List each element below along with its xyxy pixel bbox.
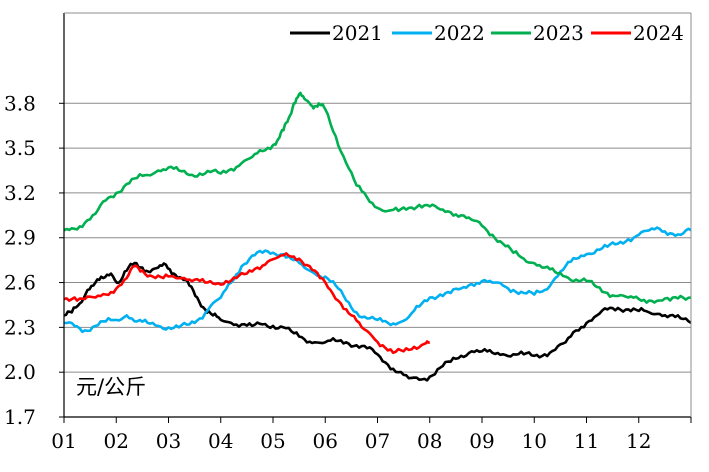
series-line-2021 [63, 261, 692, 382]
y-tick-label-3.2: 3.2 [4, 181, 36, 205]
legend-label-2022: 2022 [434, 21, 485, 45]
legend-label-2023: 2023 [533, 21, 584, 45]
x-tick-label-02: 02 [104, 429, 129, 453]
x-tick-label-01: 01 [51, 429, 76, 453]
series-line-2024 [63, 252, 431, 355]
x-tick-label-11: 11 [574, 429, 599, 453]
y-tick-labels: 1.7 2.0 2.3 2.6 2.9 3.2 3.5 3.8 [4, 91, 36, 429]
y-tick-label-2.6: 2.6 [4, 271, 36, 295]
series-line-2022 [63, 226, 692, 334]
x-tick-label-06: 06 [313, 429, 338, 453]
legend-label-2024: 2024 [633, 21, 684, 45]
y-unit-label: 元/公斤 [76, 375, 146, 399]
y-tick-label-3.8: 3.8 [4, 91, 36, 115]
x-tick-label-10: 10 [522, 429, 547, 453]
legend-label-2021: 2021 [332, 21, 383, 45]
series-line-2023 [63, 91, 692, 304]
x-tick-label-08: 08 [417, 429, 442, 453]
x-tick-label-04: 04 [208, 429, 233, 453]
legend: 2021 2022 2023 2024 [290, 21, 684, 45]
y-tick-label-2.3: 2.3 [4, 315, 36, 339]
y-tick-label-1.7: 1.7 [4, 405, 36, 429]
x-tick-label-05: 05 [260, 429, 285, 453]
x-tick-label-07: 07 [365, 429, 390, 453]
y-tick-label-3.5: 3.5 [4, 136, 36, 160]
y-tick-label-2.9: 2.9 [4, 226, 36, 250]
x-tick-label-09: 09 [469, 429, 494, 453]
x-tick-label-03: 03 [156, 429, 181, 453]
series-lines [63, 91, 692, 382]
x-tick-labels: 01 02 03 04 05 06 07 08 09 10 11 12 [51, 429, 651, 453]
grid-lines [64, 102, 691, 418]
x-tick-label-12: 12 [626, 429, 651, 453]
axes [59, 12, 692, 423]
y-tick-label-2.0: 2.0 [4, 360, 36, 384]
